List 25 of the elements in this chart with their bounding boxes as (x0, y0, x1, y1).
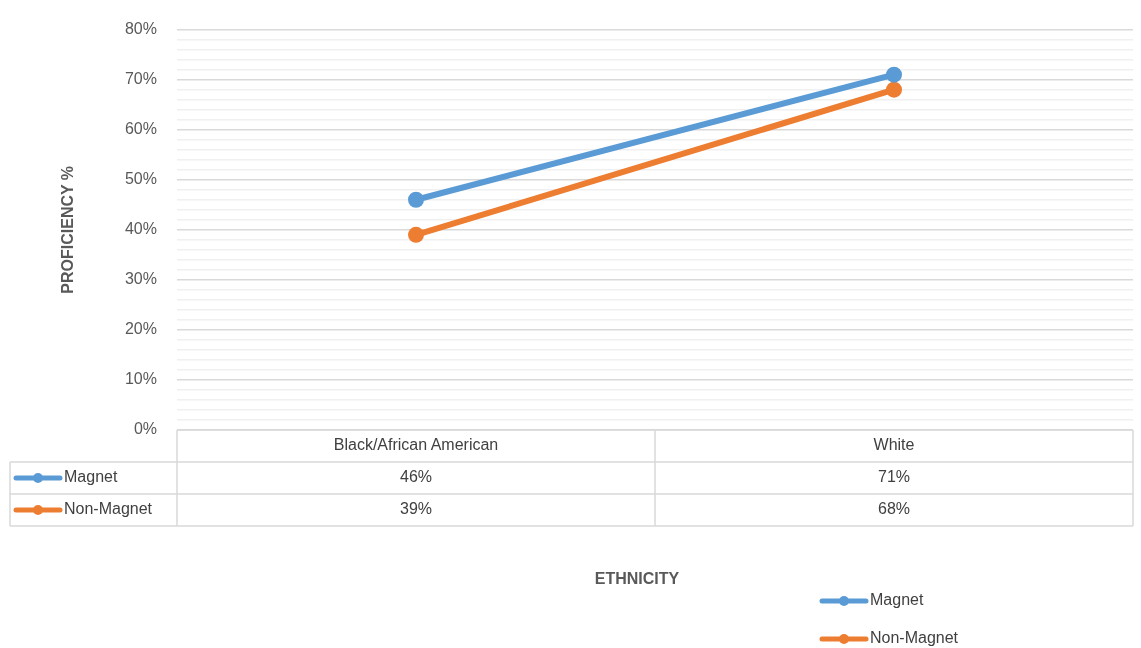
text: Magnet (64, 468, 118, 486)
y-tick-label: 10% (124, 370, 157, 388)
y-tick-label: 0% (133, 420, 157, 438)
legend-label: Non-Magnet (64, 500, 153, 518)
y-axis-title: PROFICIENCY % (59, 165, 77, 294)
y-tick-label: 30% (124, 270, 157, 288)
y-tick-label: 20% (124, 320, 157, 338)
data-label: 68% (877, 500, 911, 518)
point (886, 66, 902, 83)
point (408, 226, 424, 243)
data-label: 46% (399, 468, 433, 486)
y-tick-label: 80% (124, 20, 157, 38)
text: ETHNICITY (594, 570, 680, 588)
y-tick-label: 70% (124, 70, 157, 88)
y-tick-label: 40% (124, 220, 157, 238)
x-tick-label: White (873, 436, 915, 454)
y-tick-label: 50% (124, 170, 157, 188)
y-tick-label: 60% (124, 120, 157, 138)
point (886, 81, 902, 98)
point (408, 191, 424, 208)
x-tick-label: Black/African American (333, 436, 499, 454)
data-label: 71% (877, 468, 911, 486)
data-label: 39% (399, 500, 433, 518)
text: Non-Magnet (870, 629, 959, 647)
legend-label: Magnet (870, 591, 924, 609)
